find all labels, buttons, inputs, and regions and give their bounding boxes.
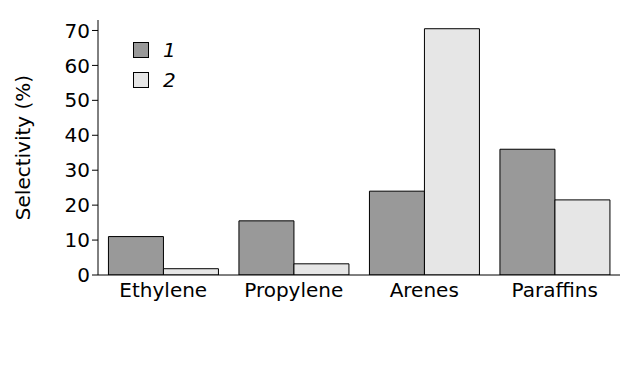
svg-text:50: 50 — [65, 88, 90, 112]
svg-text:30: 30 — [65, 158, 90, 182]
html-text:1: 1 — [163, 38, 176, 62]
svg-text:Arenes: Arenes — [390, 278, 459, 302]
svg-text:0: 0 — [77, 263, 90, 287]
svg-text:60: 60 — [65, 54, 90, 78]
svg-text:10: 10 — [65, 228, 90, 252]
html-text:2: 2 — [163, 68, 176, 92]
svg-text:20: 20 — [65, 193, 90, 217]
svg-text:70: 70 — [65, 19, 90, 43]
svg-text:Selectivity (%): Selectivity (%) — [11, 75, 35, 220]
svg-text:Ethylene: Ethylene — [119, 278, 207, 302]
svg-text:Paraffins: Paraffins — [512, 278, 598, 302]
svg-text:Propylene: Propylene — [244, 278, 343, 302]
svg-text:40: 40 — [65, 123, 90, 147]
